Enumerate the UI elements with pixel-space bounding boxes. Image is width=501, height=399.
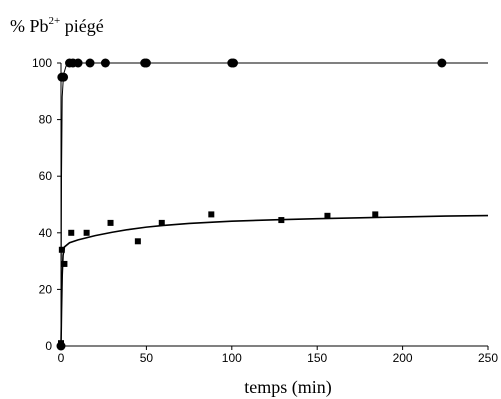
series-2-point (208, 211, 215, 218)
series-1-point (100, 58, 110, 68)
series-2-point (68, 229, 75, 236)
y-axis-label: % Pb2+ piégé (10, 15, 104, 36)
series-1-point (437, 58, 447, 68)
y-tick-label: 20 (39, 282, 53, 296)
data-points (56, 58, 447, 351)
x-tick-label: 100 (222, 351, 242, 365)
fit-curve-2 (60, 214, 489, 347)
series-2-point (107, 219, 114, 226)
series-2-point (58, 340, 64, 347)
y-tick-label: 60 (39, 169, 53, 183)
y-tick-label: 80 (39, 113, 53, 127)
x-tick-label: 150 (307, 351, 327, 365)
series-1-point (73, 58, 83, 68)
series-1-point (141, 58, 151, 68)
series-2-point (372, 211, 379, 218)
fit-curve-1 (60, 62, 488, 347)
y-tick-label: 0 (45, 339, 52, 353)
x-axis-label: temps (min) (244, 377, 332, 398)
series-2-point (61, 260, 68, 267)
series-2-point (58, 246, 65, 253)
y-axis-label-prefix: % Pb (10, 16, 49, 36)
series-1-point (229, 58, 239, 68)
x-tick-label: 0 (58, 351, 65, 365)
y-tick-label: 40 (39, 226, 53, 240)
series-2-point (83, 229, 90, 236)
y-tick-label: 100 (32, 56, 52, 70)
series-2-point (324, 212, 331, 219)
series-2-point (158, 219, 165, 226)
y-axis-label-suffix: piégé (60, 16, 103, 36)
x-tick-label: 50 (140, 351, 154, 365)
series-2-point (134, 238, 141, 245)
x-tick-label: 250 (478, 351, 498, 365)
series-1-point (85, 58, 95, 68)
fit-curves (60, 62, 489, 347)
series-2-point (278, 217, 285, 224)
x-tick-label: 200 (393, 351, 413, 365)
axes: 0 50 100 150 200 250 0 20 40 60 80 100 (32, 56, 498, 365)
series-1-point (59, 72, 69, 82)
y-axis-label-superscript: 2+ (49, 15, 61, 27)
